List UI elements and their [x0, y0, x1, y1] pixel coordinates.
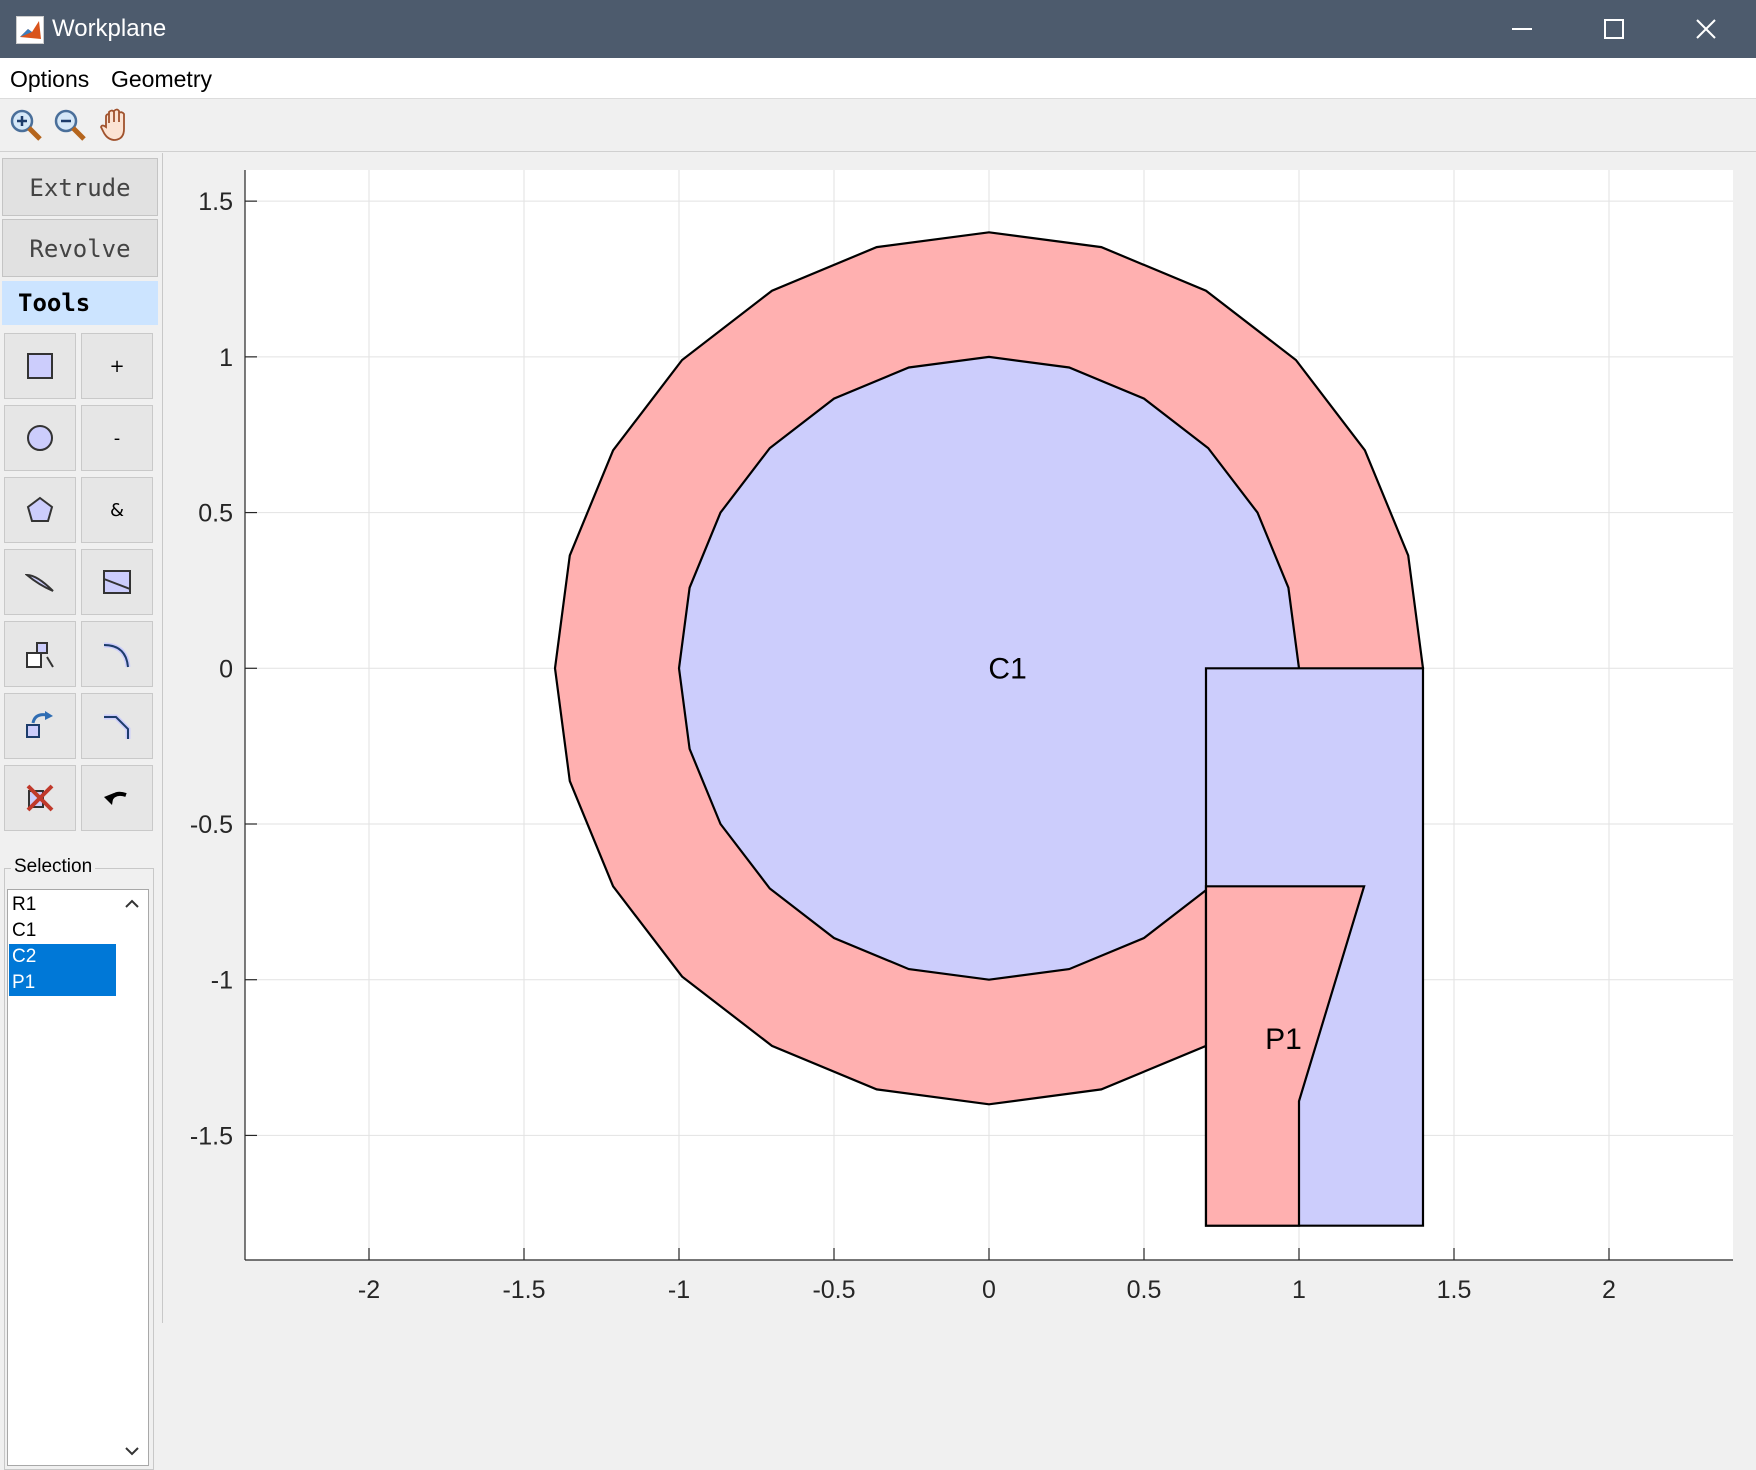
y-tick-label: -1.5 — [190, 1122, 233, 1150]
menu-options[interactable]: Options — [10, 66, 90, 92]
x-tick-label: -1 — [668, 1276, 690, 1304]
union-label: + — [109, 356, 125, 377]
y-tick-label: 1 — [219, 344, 233, 372]
intersection-label: & — [109, 500, 125, 521]
y-tick-label: 0 — [219, 655, 233, 683]
circle-icon — [27, 425, 53, 451]
fillet-tool-button[interactable] — [81, 621, 153, 687]
chamfer-icon — [104, 714, 131, 739]
polygon-icon — [26, 496, 54, 522]
zoom-in-icon[interactable] — [8, 107, 44, 143]
scroll-up-icon[interactable] — [122, 894, 142, 914]
revolve-button[interactable]: Revolve — [2, 219, 158, 277]
difference-button[interactable]: - — [81, 405, 153, 471]
x-tick-label: 0.5 — [1127, 1276, 1162, 1304]
selection-group: Selection R1 C1 C2 P1 — [4, 856, 154, 1470]
minimize-icon — [1512, 28, 1532, 30]
undo-icon — [104, 791, 127, 805]
x-tick-label: 0 — [982, 1276, 996, 1304]
intersection-button[interactable]: & — [81, 477, 153, 543]
window-title: Workplane — [52, 15, 167, 42]
rectangle-tool-button[interactable] — [4, 333, 76, 399]
move-shapes-icon — [26, 642, 54, 668]
plot-panel: -2 -1.5 -1 -0.5 0 0.5 1 1.5 2 1.5 1 0.5 0 -0.5 -1 -1.5 C… — [162, 153, 1756, 1323]
sidebar: Extrude Revolve Tools + - & Selection — [0, 153, 162, 1470]
selection-item-c1[interactable]: C1 — [12, 920, 37, 941]
x-tick-label: 2 — [1602, 1276, 1616, 1304]
x-tick-label: -2 — [358, 1276, 380, 1304]
x-tick-label: 1 — [1292, 1276, 1306, 1304]
shape-label-c1: C1 — [988, 652, 1026, 685]
toolbar — [0, 99, 1756, 152]
close-icon — [1696, 19, 1716, 39]
split-tool-button[interactable] — [81, 549, 153, 615]
airfoil-tool-button[interactable] — [4, 549, 76, 615]
circle-tool-button[interactable] — [4, 405, 76, 471]
selection-item-r1[interactable]: R1 — [12, 894, 37, 915]
minimize-button[interactable] — [1476, 0, 1568, 58]
selection-list[interactable]: R1 C1 C2 P1 — [7, 889, 149, 1466]
y-tick-label: 1.5 — [198, 188, 233, 216]
shape-c1 — [677, 355, 1301, 981]
tools-label: Tools — [2, 281, 158, 325]
y-tick-label: -1 — [211, 967, 233, 995]
rotate-icon — [26, 711, 53, 738]
selection-item-c2[interactable]: C2 — [9, 944, 116, 970]
polygon-tool-button[interactable] — [4, 477, 76, 543]
airfoil-icon — [25, 573, 54, 592]
y-tick-label: 0.5 — [198, 500, 233, 528]
x-tick-label: -0.5 — [812, 1276, 855, 1304]
chamfer-tool-button[interactable] — [81, 693, 153, 759]
maximize-button[interactable] — [1568, 0, 1660, 58]
maximize-icon — [1604, 19, 1624, 39]
move-tool-button[interactable] — [4, 621, 76, 687]
geometry-plot[interactable]: -2 -1.5 -1 -0.5 0 0.5 1 1.5 2 1.5 1 0.5 0 -0.5 -1 -1.5 C… — [163, 153, 1756, 1323]
x-tick-label: -1.5 — [502, 1276, 545, 1304]
selection-item-p1[interactable]: P1 — [9, 970, 116, 996]
scroll-down-icon[interactable] — [122, 1441, 142, 1461]
zoom-out-icon[interactable] — [52, 107, 88, 143]
x-tick-label: 1.5 — [1437, 1276, 1472, 1304]
rotate-tool-button[interactable] — [4, 693, 76, 759]
shape-label-p1: P1 — [1265, 1023, 1302, 1056]
rectangle-icon — [27, 353, 53, 379]
difference-label: - — [113, 428, 121, 449]
pan-hand-icon[interactable] — [98, 107, 134, 143]
close-button[interactable] — [1660, 0, 1752, 58]
extrude-button[interactable]: Extrude — [2, 158, 158, 216]
delete-shapes-icon — [26, 784, 54, 812]
union-button[interactable]: + — [81, 333, 153, 399]
y-tick-label: -0.5 — [190, 811, 233, 839]
title-bar: Workplane — [0, 0, 1756, 58]
menu-geometry[interactable]: Geometry — [111, 66, 212, 92]
delete-tool-button[interactable] — [4, 765, 76, 831]
selection-label: Selection — [11, 856, 96, 878]
undo-button[interactable] — [81, 765, 153, 831]
split-rectangle-icon — [103, 570, 131, 594]
menu-bar: Options Geometry — [0, 58, 1756, 99]
matlab-icon — [16, 16, 44, 44]
fillet-icon — [103, 642, 131, 668]
shape-p1 — [1204, 885, 1366, 1227]
